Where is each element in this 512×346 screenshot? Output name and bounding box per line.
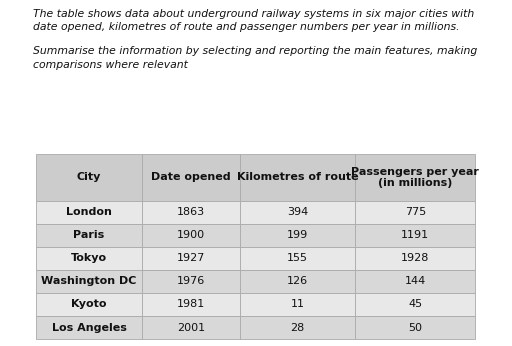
Text: 11: 11	[290, 300, 305, 309]
Text: London: London	[66, 207, 112, 217]
Text: 1976: 1976	[177, 276, 205, 286]
Text: 199: 199	[287, 230, 308, 240]
Text: Passengers per year
(in millions): Passengers per year (in millions)	[351, 166, 479, 188]
Text: 126: 126	[287, 276, 308, 286]
Text: 1927: 1927	[177, 253, 205, 263]
Text: 2001: 2001	[177, 322, 205, 333]
Text: The table shows data about underground railway systems in six major cities with: The table shows data about underground r…	[33, 9, 475, 19]
Text: 394: 394	[287, 207, 308, 217]
Text: 1900: 1900	[177, 230, 205, 240]
Text: Kilometres of route: Kilometres of route	[237, 172, 358, 182]
Text: Los Angeles: Los Angeles	[52, 322, 126, 333]
Text: 144: 144	[404, 276, 426, 286]
Text: 1191: 1191	[401, 230, 430, 240]
Text: comparisons where relevant: comparisons where relevant	[33, 60, 188, 70]
Text: Paris: Paris	[73, 230, 105, 240]
Text: 1863: 1863	[177, 207, 205, 217]
Text: 1928: 1928	[401, 253, 430, 263]
Text: Kyoto: Kyoto	[71, 300, 107, 309]
Text: 155: 155	[287, 253, 308, 263]
Text: 775: 775	[404, 207, 426, 217]
Text: 45: 45	[408, 300, 422, 309]
Text: 1981: 1981	[177, 300, 205, 309]
Text: date opened, kilometres of route and passenger numbers per year in millions.: date opened, kilometres of route and pas…	[33, 22, 460, 33]
Text: City: City	[77, 172, 101, 182]
Text: 50: 50	[409, 322, 422, 333]
Text: Washington DC: Washington DC	[41, 276, 137, 286]
Text: Date opened: Date opened	[151, 172, 231, 182]
Text: Summarise the information by selecting and reporting the main features, making: Summarise the information by selecting a…	[33, 46, 478, 56]
Text: Tokyo: Tokyo	[71, 253, 107, 263]
Text: 28: 28	[290, 322, 305, 333]
